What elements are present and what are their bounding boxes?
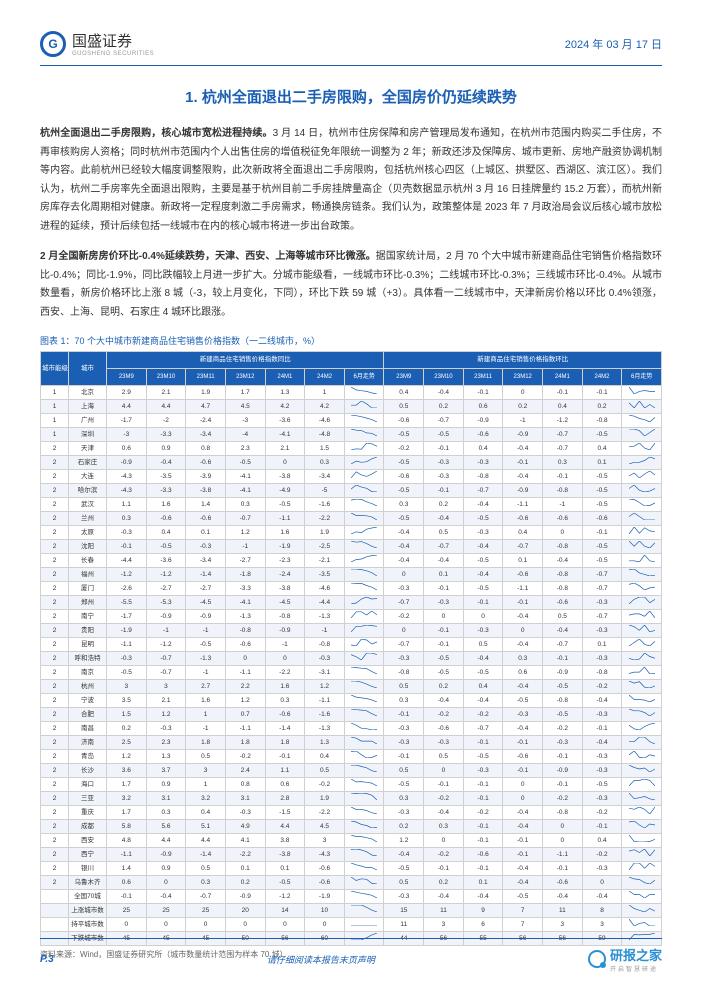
- table-row: 2沈阳-0.1-0.5-0.3-1-1.9-2.5-0.4-0.7-0.4-0.…: [41, 540, 662, 554]
- th-sub: 6月走势: [622, 369, 662, 386]
- table-row: 2福州-1.2-1.2-1.4-1.8-2.4-3.500.1-0.4-0.6-…: [41, 568, 662, 582]
- table-row: 2哈尔滨-4.3-3.3-3.8-4.1-4.9-5-0.5-0.1-0.7-0…: [41, 484, 662, 498]
- table-sub-header: 23M923M1023M1123M1224M124M26月走势23M923M10…: [41, 369, 662, 386]
- page-footer: P.3 请仔细阅读本报告末页声明 研报之家 开启智慧研途: [40, 938, 662, 973]
- table-row: 2大连-4.3-3.5-3.9-4.1-3.8-3.4-0.6-0.3-0.8-…: [41, 470, 662, 484]
- th-tier: 城市能级: [41, 352, 69, 386]
- table-row: 2厦门-2.6-2.7-2.7-3.3-3.8-4.6-0.3-0.1-0.5-…: [41, 582, 662, 596]
- footer-disclaimer: 请仔细阅读本报告末页声明: [267, 953, 375, 966]
- table-row: 2重庆1.70.30.4-0.3-1.5-2.2-0.3-0.4-0.2-0.4…: [41, 806, 662, 820]
- table-row: 2济南2.52.31.81.81.81.3-0.3-0.3-0.1-0.1-0.…: [41, 736, 662, 750]
- para2-lead: 2 月全国新房房价环比-0.4%延续跌势，天津、西安、上海等城市环比微涨。: [40, 251, 376, 262]
- table-row: 2长春-4.4-3.6-3.4-2.7-2.3-2.1-0.4-0.4-0.50…: [41, 554, 662, 568]
- table-row: 2武汉1.11.61.40.3-0.5-1.60.30.2-0.4-1.1-1-…: [41, 498, 662, 512]
- table-row: 1北京2.92.11.91.71.310.4-0.4-0.10-0.1-0.1: [41, 386, 662, 400]
- table-row: 1上海4.44.44.74.54.24.20.50.20.60.20.40.2: [41, 400, 662, 414]
- table-row: 上涨城市数252525201410151197118: [41, 904, 662, 918]
- table-group-header: 城市能级 城市 新建商品住宅销售价格指数同比 新建商品住宅销售价格指数环比: [41, 352, 662, 369]
- table-row: 2南宁-1.7-0.9-0.9-1.3-0.8-1.3-0.200-0.40.5…: [41, 610, 662, 624]
- th-sub: 23M10: [146, 369, 186, 386]
- table-row: 2南昌0.2-0.3-1-1.1-1.4-1.3-0.3-0.6-0.7-0.4…: [41, 722, 662, 736]
- table-row: 2三亚3.23.13.23.12.81.90.3-0.2-0.10-0.2-0.…: [41, 792, 662, 806]
- logo-subtext: GUOSHENG SECURITIES: [72, 51, 154, 57]
- th-sub: 24M1: [543, 369, 583, 386]
- brand-subtext: 开启智慧研途: [610, 964, 662, 973]
- table-row: 2兰州0.3-0.6-0.6-0.7-1.1-2.2-0.5-0.4-0.5-0…: [41, 512, 662, 526]
- logo-icon: G: [40, 31, 66, 57]
- brand-text: 研报之家: [610, 945, 662, 964]
- th-sub: 23M11: [186, 369, 226, 386]
- table-row: 持平城市数0000001136733: [41, 918, 662, 932]
- table-row: 2杭州332.72.21.61.20.50.20.4-0.4-0.5-0.2: [41, 680, 662, 694]
- table-row: 2长沙3.63.732.41.10.50.50-0.3-0.1-0.9-0.3: [41, 764, 662, 778]
- th-yoy-group: 新建商品住宅销售价格指数同比: [107, 352, 384, 369]
- th-sub: 23M12: [503, 369, 543, 386]
- table-row: 2天津0.60.90.82.32.11.5-0.2-0.10.4-0.4-0.7…: [41, 442, 662, 456]
- th-sub: 23M9: [107, 369, 147, 386]
- th-mom-group: 新建商品住宅销售价格指数环比: [384, 352, 662, 369]
- th-city: 城市: [69, 352, 107, 386]
- table-row: 2乌鲁木齐0.600.30.2-0.5-0.60.50.20.1-0.4-0.6…: [41, 876, 662, 890]
- section-title: 1. 杭州全面退出二手房限购，全国房价仍延续跌势: [40, 86, 662, 107]
- table-row: 2成都5.85.65.14.94.44.50.20.3-0.1-0.40-0.1: [41, 820, 662, 834]
- table-row: 1广州-1.7-2-2.4-3-3.6-4.6-0.6-0.7-0.9-1-1.…: [41, 414, 662, 428]
- table-row: 2西安4.84.44.44.13.831.20-0.1-0.100.4: [41, 834, 662, 848]
- th-sub: 24M2: [582, 369, 622, 386]
- th-sub: 23M11: [463, 369, 503, 386]
- header-date: 2024 年 03 月 17 日: [565, 36, 662, 52]
- table-row: 2太原-0.30.40.11.21.61.9-0.40.5-0.30.40-0.…: [41, 526, 662, 540]
- paragraph-1: 杭州全面退出二手房限购，核心城市宽松进程持续。3 月 14 日，杭州市住房保障和…: [40, 125, 662, 236]
- table-row: 2郑州-5.5-5.3-4.5-4.1-4.5-4.4-0.7-0.3-0.1-…: [41, 596, 662, 610]
- th-sub: 6月走势: [344, 369, 384, 386]
- table-row: 2海口1.70.910.80.6-0.2-0.5-0.1-0.10-0.1-0.…: [41, 778, 662, 792]
- th-sub: 24M2: [305, 369, 345, 386]
- page-number: P.3: [40, 954, 54, 965]
- table-row: 2西宁-1.1-0.9-1.4-2.2-3.8-4.3-0.4-0.2-0.6-…: [41, 848, 662, 862]
- th-sub: 24M1: [265, 369, 305, 386]
- th-sub: 23M12: [225, 369, 265, 386]
- table-row: 2贵阳-1.9-1-1-0.8-0.9-10-0.1-0.30-0.4-0.3: [41, 624, 662, 638]
- table-row: 2昆明-1.1-1.2-0.5-0.6-1-0.8-0.7-0.10.5-0.4…: [41, 638, 662, 652]
- logo: G 国盛证券 GUOSHENG SECURITIES: [40, 30, 154, 57]
- table-row: 1深圳-3-3.3-3.4-4-4.1-4.8-0.5-0.5-0.6-0.9-…: [41, 428, 662, 442]
- price-index-table: 城市能级 城市 新建商品住宅销售价格指数同比 新建商品住宅销售价格指数环比 23…: [40, 351, 662, 946]
- table-row: 2银川1.40.90.50.10.1-0.6-0.5-0.1-0.1-0.4-0…: [41, 862, 662, 876]
- brand-icon: [588, 950, 606, 968]
- paragraph-2: 2 月全国新房房价环比-0.4%延续跌势，天津、西安、上海等城市环比微涨。据国家…: [40, 248, 662, 322]
- page-header: G 国盛证券 GUOSHENG SECURITIES 2024 年 03 月 1…: [40, 30, 662, 66]
- table-row: 2石家庄-0.9-0.4-0.6-0.500.3-0.5-0.3-0.3-0.1…: [41, 456, 662, 470]
- chart-caption: 图表 1：70 个大中城市新建商品住宅销售价格指数（一二线城市，%）: [40, 334, 662, 347]
- footer-brand: 研报之家 开启智慧研途: [588, 945, 662, 973]
- table-row: 全国70城-0.1-0.4-0.7-0.9-1.2-1.9-0.3-0.4-0.…: [41, 890, 662, 904]
- table-row: 2合肥1.51.210.7-0.6-1.6-0.1-0.2-0.2-0.3-0.…: [41, 708, 662, 722]
- para1-lead: 杭州全面退出二手房限购，核心城市宽松进程持续。: [40, 128, 273, 139]
- para1-body: 3 月 14 日，杭州市住房保障和房产管理局发布通知，在杭州市范围内购买二手住房…: [40, 128, 662, 232]
- logo-text: 国盛证券: [72, 30, 154, 51]
- table-row: 2呼和浩特-0.3-0.7-1.300-0.3-0.3-0.5-0.40.3-0…: [41, 652, 662, 666]
- table-row: 2南京-0.5-0.7-1-1.1-2.2-3.1-0.8-0.5-0.50.6…: [41, 666, 662, 680]
- table-row: 2宁波3.52.11.61.20.3-1.10.3-0.4-0.4-0.5-0.…: [41, 694, 662, 708]
- th-sub: 23M9: [384, 369, 424, 386]
- table-row: 2青岛1.21.30.5-0.2-0.10.4-0.10.5-0.5-0.6-0…: [41, 750, 662, 764]
- th-sub: 23M10: [424, 369, 464, 386]
